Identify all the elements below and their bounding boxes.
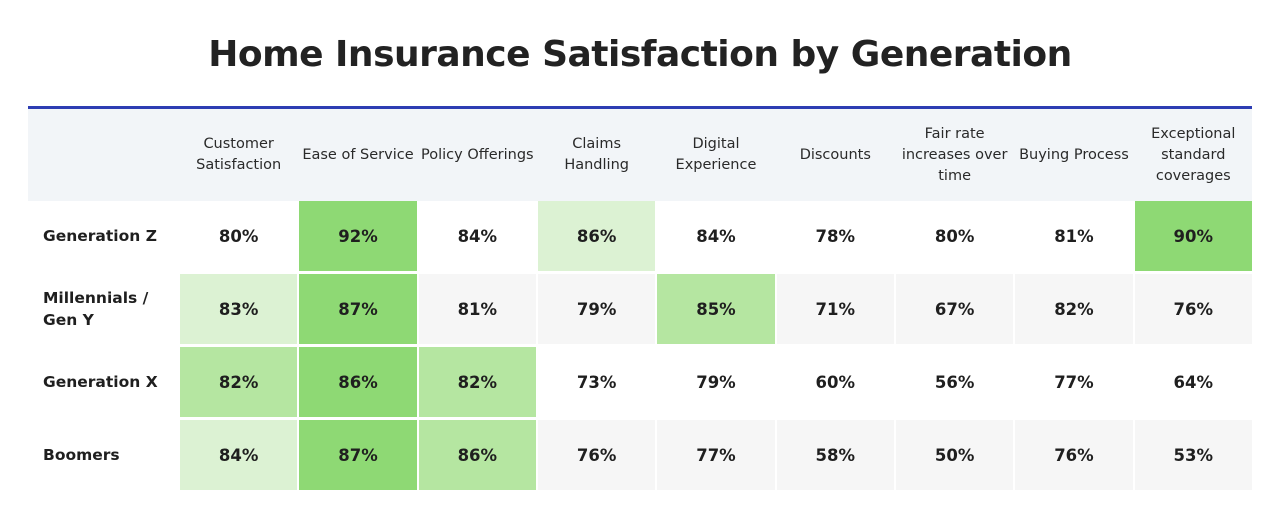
heatmap-cell: 84% <box>418 201 536 271</box>
column-header: Buying Process <box>1019 146 1129 163</box>
heatmap-cell: 92% <box>299 201 417 271</box>
heatmap-cell: 90% <box>1134 201 1252 271</box>
heatmap-cell: 58% <box>776 420 894 490</box>
column-header-row: Customer Satisfaction Ease of Service Poli… <box>28 109 1252 201</box>
column-header: Ease of Service <box>302 146 414 163</box>
column-header: Exceptional standard coverages <box>1151 125 1236 184</box>
heatmap-cell: 86% <box>537 201 656 271</box>
heatmap-cell: 81% <box>1015 201 1133 271</box>
corner-cell <box>28 109 180 201</box>
heatmap-cell: 76% <box>1134 274 1252 344</box>
heatmap-cell: 78% <box>776 201 894 271</box>
table-body: Generation Z 80% 92% 84% 86% 84% 78% 80% 81% 90% M… <box>28 201 1252 490</box>
heatmap-cell: 87% <box>299 274 417 344</box>
heatmap-cell: 71% <box>776 274 894 344</box>
row-label: Generation Z <box>43 227 157 245</box>
column-header: Fair rate increases over time <box>901 125 1008 184</box>
row-label: Generation X <box>43 373 158 391</box>
heatmap-cell: 64% <box>1134 347 1252 417</box>
heatmap-cell: 83% <box>180 274 298 344</box>
heatmap-cell: 80% <box>180 201 298 271</box>
column-header: Policy Offerings <box>421 146 534 163</box>
heatmap-cell: 84% <box>180 420 298 490</box>
accent-line <box>28 106 1252 109</box>
heatmap-cell: 81% <box>418 274 536 344</box>
heatmap-cell: 56% <box>895 347 1014 417</box>
heatmap-cell: 77% <box>1015 347 1133 417</box>
heatmap-table: Customer Satisfaction Ease of Service Poli… <box>28 106 1252 493</box>
table-row: Millennials / Gen Y 83% 87% 81% 79% 85% 71% 67%… <box>28 274 1252 344</box>
column-header: Digital Experience <box>675 136 757 173</box>
heatmap-cell: 87% <box>299 420 417 490</box>
heatmap-cell: 73% <box>537 347 656 417</box>
heatmap-cell: 86% <box>299 347 417 417</box>
heatmap-cell: 76% <box>537 420 656 490</box>
heatmap-cell: 79% <box>537 274 656 344</box>
row-label: Boomers <box>43 446 120 464</box>
column-header: Claims Handling <box>564 136 629 173</box>
heatmap-cell: 85% <box>657 274 775 344</box>
heatmap-cell: 60% <box>776 347 894 417</box>
table-row: Boomers 84% 87% 86% 76% 77% 58% 50% 76% 53% <box>28 420 1252 490</box>
chart-title: Home Insurance Satisfaction by Generatio… <box>208 34 1072 75</box>
table-row: Generation X 82% 86% 82% 73% 79% 60% 56% 77% 64% <box>28 347 1252 417</box>
column-header: Discounts <box>799 146 871 163</box>
heatmap-cell: 79% <box>657 347 775 417</box>
heatmap-cell: 86% <box>418 420 536 490</box>
heatmap-cell: 82% <box>418 347 536 417</box>
heatmap-cell: 82% <box>180 347 298 417</box>
column-header: Customer Satisfaction <box>196 136 282 173</box>
heatmap-cell: 76% <box>1015 420 1133 490</box>
heatmap-cell: 77% <box>657 420 775 490</box>
heatmap-cell: 84% <box>657 201 775 271</box>
table-row: Generation Z 80% 92% 84% 86% 84% 78% 80% 81% 90% <box>28 201 1252 271</box>
heatmap-cell: 67% <box>895 274 1014 344</box>
heatmap-cell: 53% <box>1134 420 1252 490</box>
heatmap-cell: 50% <box>895 420 1014 490</box>
heatmap-cell: 82% <box>1015 274 1133 344</box>
row-label: Millennials / Gen Y <box>43 289 149 329</box>
heatmap-cell: 80% <box>895 201 1014 271</box>
